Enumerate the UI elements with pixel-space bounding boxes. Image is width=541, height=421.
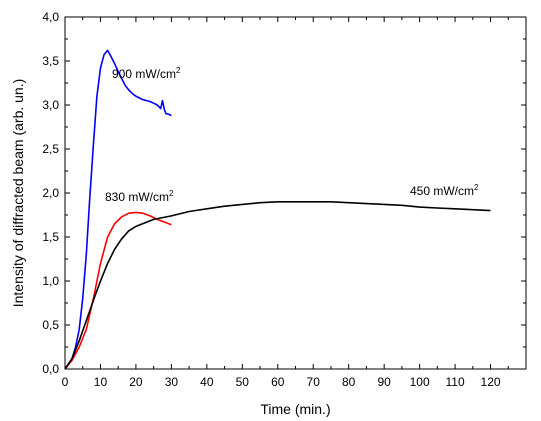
series-label-text: 830 mW/cm: [105, 190, 169, 204]
x-axis-label: Time (min.): [260, 401, 330, 417]
x-tick-label: 80: [342, 375, 356, 389]
series-label-superscript: 2: [176, 66, 181, 75]
y-tick-label: 1,0: [42, 274, 59, 288]
series-label-2: 450 mW/cm2: [410, 183, 479, 198]
x-tick-label: 0: [62, 375, 69, 389]
series-label-text: 450 mW/cm: [410, 184, 474, 198]
series-label-0: 900 mW/cm2: [112, 66, 181, 81]
x-tick-label: 20: [129, 375, 143, 389]
x-tick-label: 120: [481, 375, 501, 389]
series-label-superscript: 2: [169, 189, 174, 198]
y-tick-label: 3,0: [42, 98, 59, 112]
series-label-text: 900 mW/cm: [112, 67, 176, 81]
series-layer: [64, 49, 491, 370]
y-tick-label: 1,5: [42, 230, 59, 244]
series-line-0: [64, 49, 172, 370]
labels: 0 10 20 30 40 50 60 70 80 90 100 110 120 0,0 0,5 1,0 1,5…: [10, 10, 501, 417]
x-tick-label: 100: [410, 375, 430, 389]
series-label-1: 830 mW/cm2: [105, 189, 174, 204]
series-label-superscript: 2: [474, 183, 479, 192]
y-tick-label: 0,5: [42, 318, 59, 332]
x-tick-label: 90: [377, 375, 391, 389]
x-tick-label: 60: [271, 375, 285, 389]
y-tick-label: 4,0: [42, 10, 59, 24]
x-tick-label: 10: [94, 375, 108, 389]
y-tick-label: 3,5: [42, 54, 59, 68]
y-axis-label: Intensity of diffracted beam (arb. un.): [10, 79, 26, 308]
y-tick-label: 0,0: [42, 362, 59, 376]
x-tick-label: 40: [200, 375, 214, 389]
y-tick-label: 2,5: [42, 142, 59, 156]
axes: [64, 16, 527, 370]
x-tick-label: 110: [446, 375, 465, 389]
x-tick-label: 30: [165, 375, 179, 389]
y-tick-label: 2,0: [42, 186, 59, 200]
series-line-1: [64, 211, 172, 370]
series-line-2: [64, 201, 491, 370]
x-tick-label: 70: [307, 375, 321, 389]
x-tick-label: 50: [236, 375, 250, 389]
